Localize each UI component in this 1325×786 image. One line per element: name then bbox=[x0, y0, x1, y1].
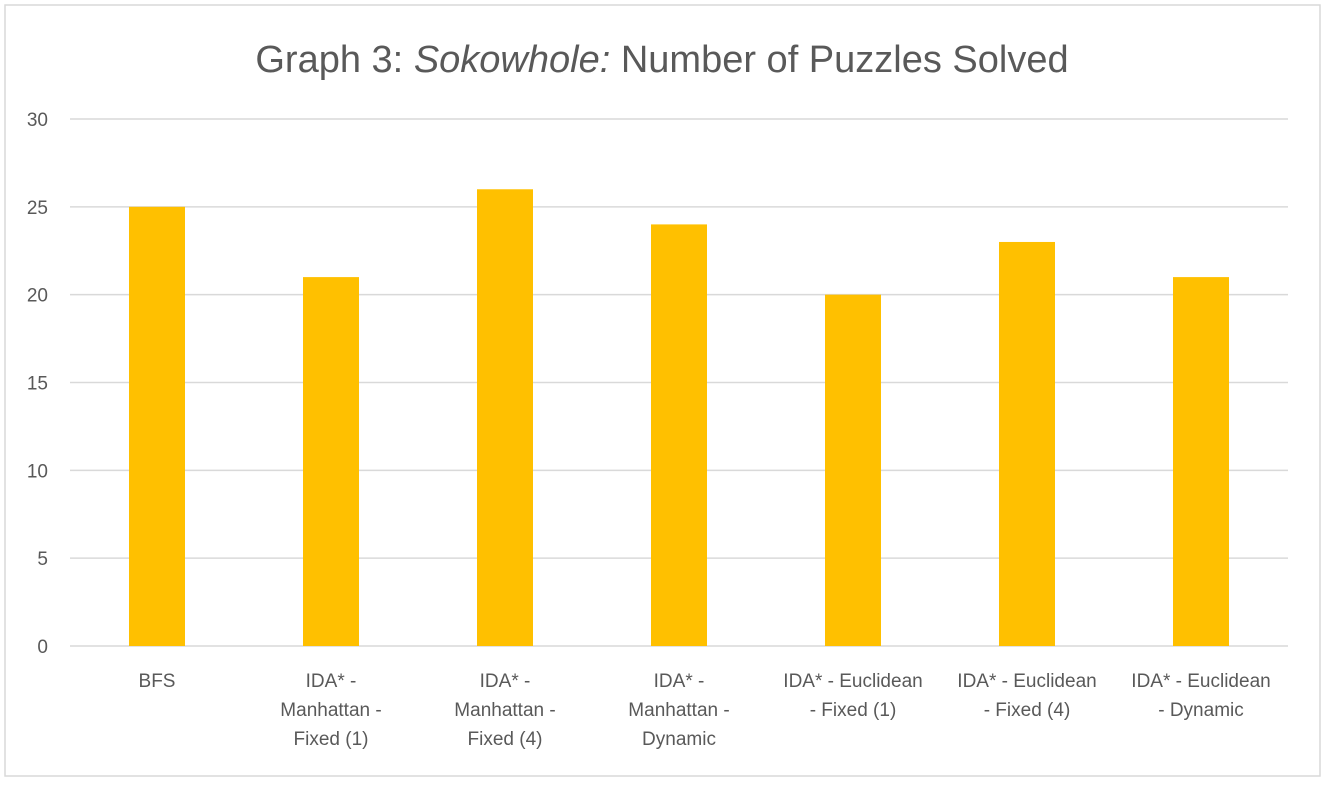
x-category-label-line: - Fixed (1) bbox=[810, 700, 897, 721]
x-category-label-line: Dynamic bbox=[642, 729, 716, 750]
x-category-label: IDA* - Euclidean - Dynamic bbox=[1131, 671, 1270, 721]
x-category-label-line: - Dynamic bbox=[1158, 700, 1244, 721]
x-category-label: IDA* - Euclidean - Fixed (4) bbox=[957, 671, 1096, 721]
x-category-label-line: - Fixed (4) bbox=[984, 700, 1071, 721]
x-category-label-line: BFS bbox=[139, 671, 176, 692]
bar bbox=[129, 206, 185, 647]
bar bbox=[651, 224, 707, 646]
bar bbox=[1173, 277, 1229, 646]
x-category-label-line: IDA* - Euclidean bbox=[1131, 671, 1270, 692]
y-axis-ticks: 0 5 10 15 20 25 30 bbox=[27, 110, 48, 658]
bar bbox=[477, 189, 533, 646]
x-category-label-line: Manhattan - bbox=[454, 700, 555, 721]
x-category-label-line: Manhattan - bbox=[628, 700, 729, 721]
bars bbox=[129, 189, 1229, 647]
x-category-label-line: Manhattan - bbox=[280, 700, 381, 721]
x-category-label: IDA* - Manhattan - Dynamic bbox=[628, 671, 729, 750]
x-category-label-line: IDA* - bbox=[654, 671, 705, 692]
chart-title-rest: Number of Puzzles Solved bbox=[621, 39, 1069, 81]
y-tick-label: 0 bbox=[37, 637, 48, 658]
chart-title: Graph 3: Sokowhole: Number of Puzzles So… bbox=[255, 39, 1068, 81]
bar bbox=[825, 294, 881, 646]
x-category-label: BFS bbox=[139, 671, 176, 692]
bar bbox=[999, 241, 1055, 646]
y-tick-label: 15 bbox=[27, 374, 48, 395]
x-category-label-line: IDA* - Euclidean bbox=[783, 671, 922, 692]
y-tick-label: 30 bbox=[27, 110, 48, 131]
x-category-label-line: IDA* - bbox=[480, 671, 531, 692]
x-category-label: IDA* - Manhattan - Fixed (4) bbox=[454, 671, 555, 750]
x-category-label-line: Fixed (1) bbox=[294, 729, 369, 750]
bar bbox=[303, 277, 359, 646]
x-category-label-line: IDA* - Euclidean bbox=[957, 671, 1096, 692]
x-category-label-line: IDA* - bbox=[306, 671, 357, 692]
y-tick-label: 5 bbox=[37, 549, 48, 570]
x-axis-labels: BFS IDA* - Manhattan - Fixed (1) IDA* - Manha… bbox=[139, 671, 1271, 750]
chart-title-part: Graph 3: bbox=[255, 39, 403, 81]
chart-title-italic: Sokowhole: bbox=[414, 39, 610, 81]
x-category-label: IDA* - Manhattan - Fixed (1) bbox=[280, 671, 381, 750]
y-tick-label: 10 bbox=[27, 461, 48, 482]
x-category-label-line: Fixed (4) bbox=[468, 729, 543, 750]
y-tick-label: 25 bbox=[27, 198, 48, 219]
x-category-label: IDA* - Euclidean - Fixed (1) bbox=[783, 671, 922, 721]
y-tick-label: 20 bbox=[27, 286, 48, 307]
